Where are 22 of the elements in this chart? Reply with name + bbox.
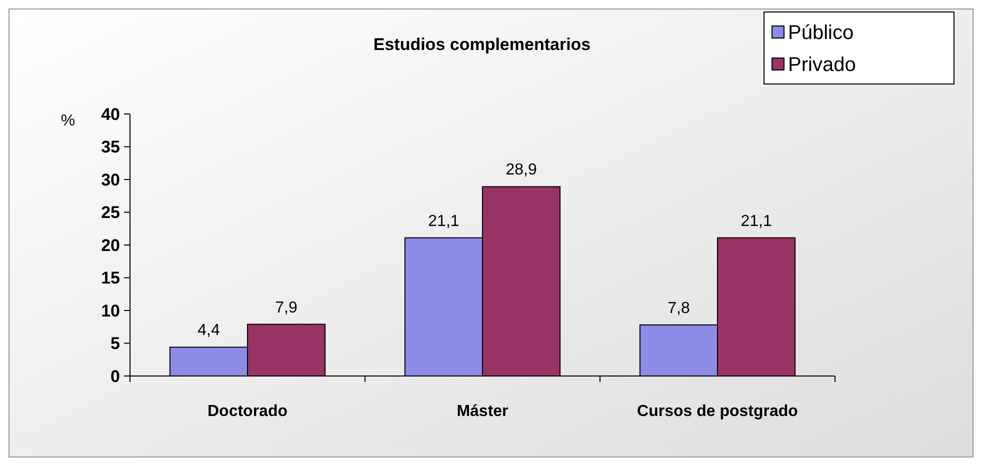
y-tick-label: 10	[101, 301, 120, 320]
data-label: 4,4	[198, 322, 220, 340]
data-label: 28,9	[506, 162, 537, 179]
legend-label: Privado	[788, 54, 856, 76]
data-label: 21,1	[740, 212, 772, 230]
y-tick-label: 20	[101, 236, 120, 255]
x-tick-label: Cursos de postgrado	[637, 403, 798, 420]
y-tick-label: 35	[101, 138, 120, 157]
x-tick-label: Doctorado	[208, 403, 288, 420]
y-tick-label: 5	[110, 334, 120, 354]
y-tick-label: 40	[101, 104, 120, 124]
data-label: 7,8	[668, 300, 690, 317]
x-tick-label: Máster	[456, 403, 508, 420]
y-tick-label: 30	[101, 170, 120, 190]
y-tick-label: 25	[101, 203, 120, 222]
legend-label: Público	[788, 22, 854, 44]
data-label: 21,1	[428, 212, 460, 230]
chart-title: Estudios complementarios	[373, 35, 591, 54]
y-tick-label: 15	[101, 268, 120, 288]
y-axis-title: %	[60, 112, 76, 130]
data-label: 7,9	[275, 299, 298, 316]
y-tick-label: 0	[110, 366, 120, 386]
